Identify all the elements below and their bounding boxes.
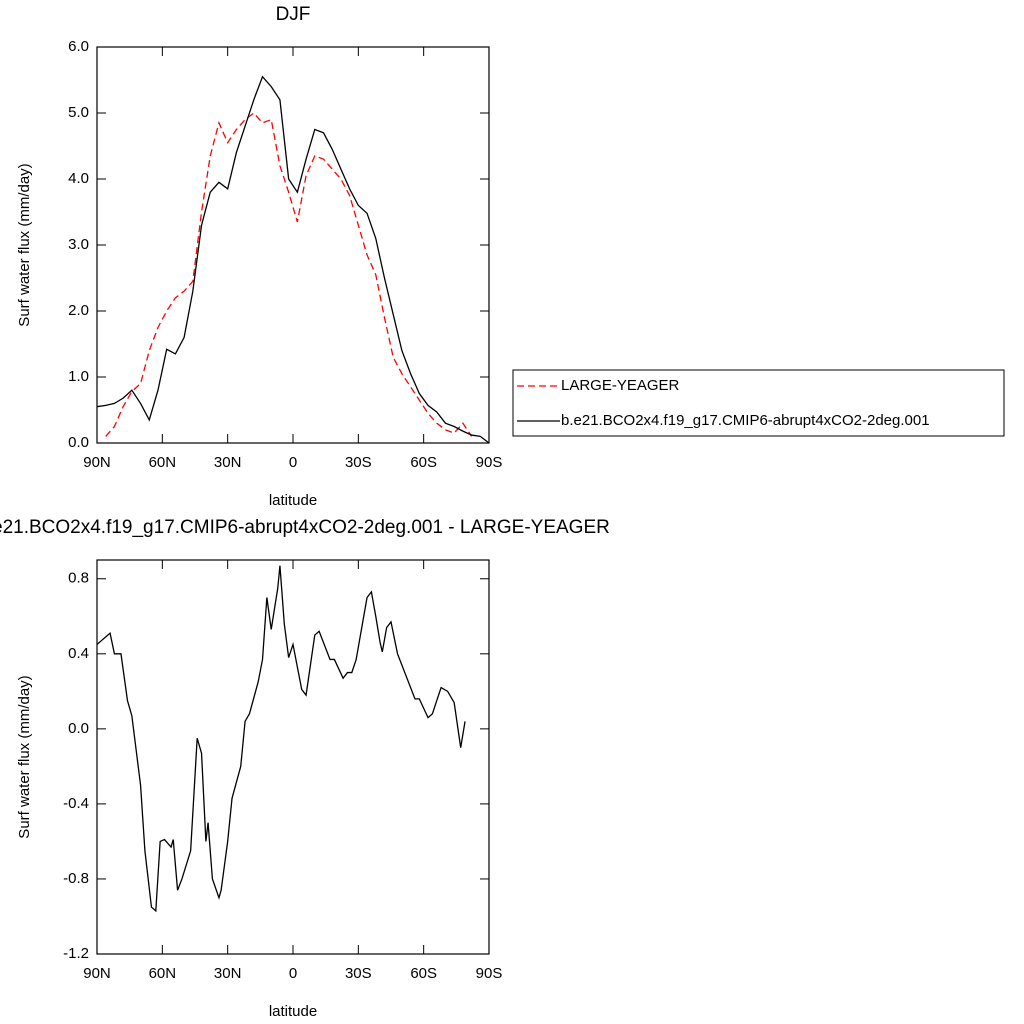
- series-line: [105, 112, 473, 437]
- x-tick-label: 30N: [214, 454, 242, 471]
- series-line: [96, 75, 490, 444]
- x-tick-label: 90N: [83, 454, 111, 471]
- y-axis-label: Surf water flux (mm/day): [16, 675, 33, 838]
- x-tick-label: 90N: [83, 965, 111, 982]
- x-axis-label: latitude: [269, 1003, 317, 1020]
- y-tick-label: 2.0: [68, 302, 89, 319]
- x-tick-label: 0: [289, 965, 297, 982]
- y-tick-label: 6.0: [68, 38, 89, 55]
- x-tick-label: 90S: [476, 965, 503, 982]
- x-tick-label: 30N: [214, 965, 242, 982]
- y-tick-label: -0.4: [63, 795, 89, 812]
- y-tick-label: 0.4: [68, 645, 89, 662]
- x-axis-label: latitude: [269, 492, 317, 509]
- y-tick-label: -1.2: [63, 945, 89, 962]
- x-tick-label: 60N: [149, 454, 177, 471]
- y-tick-label: 0.0: [68, 720, 89, 737]
- y-tick-label: 4.0: [68, 170, 89, 187]
- chart-title: DJF: [276, 4, 311, 25]
- x-tick-label: 60S: [410, 965, 437, 982]
- legend-box: [512, 369, 1005, 437]
- legend-label: LARGE-YEAGER: [561, 377, 680, 394]
- plot-frame: [96, 559, 490, 955]
- y-tick-label: -0.8: [63, 870, 89, 887]
- x-tick-label: 0: [289, 454, 297, 471]
- y-tick-label: 0.8: [68, 570, 89, 587]
- x-tick-label: 90S: [476, 454, 503, 471]
- series-line: [96, 565, 466, 913]
- x-tick-label: 30S: [345, 965, 372, 982]
- y-tick-label: 5.0: [68, 104, 89, 121]
- y-tick-label: 3.0: [68, 236, 89, 253]
- legend-label: b.e21.BCO2x4.f19_g17.CMIP6-abrupt4xCO2-2…: [561, 412, 930, 429]
- x-tick-label: 60N: [149, 965, 177, 982]
- y-tick-label: 1.0: [68, 368, 89, 385]
- x-tick-label: 60S: [410, 454, 437, 471]
- y-tick-label: 0.0: [68, 434, 89, 451]
- plot-frame: [96, 46, 490, 444]
- y-axis-label: Surf water flux (mm/day): [16, 163, 33, 326]
- chart-title: b.e21.BCO2x4.f19_g17.CMIP6-abrupt4xCO2-2…: [0, 517, 610, 538]
- x-tick-label: 30S: [345, 454, 372, 471]
